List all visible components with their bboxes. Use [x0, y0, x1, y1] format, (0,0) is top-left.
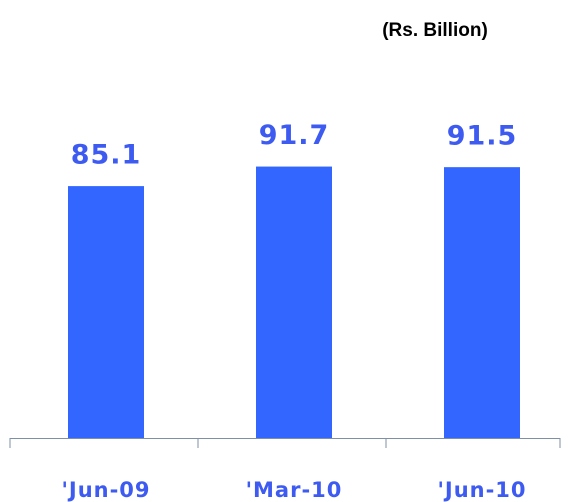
bar [256, 166, 332, 438]
value-label: 91.7 [259, 120, 330, 151]
chart-title: (Rs. Billion) [382, 20, 488, 41]
x-tick-label: 'Mar-10 [246, 478, 343, 502]
x-tick-label: 'Jun-10 [437, 478, 526, 502]
x-tick-label: 'Jun-09 [61, 478, 150, 502]
value-label: 85.1 [71, 140, 142, 171]
bar [68, 186, 144, 438]
bar [444, 167, 520, 438]
value-label: 91.5 [447, 121, 518, 152]
